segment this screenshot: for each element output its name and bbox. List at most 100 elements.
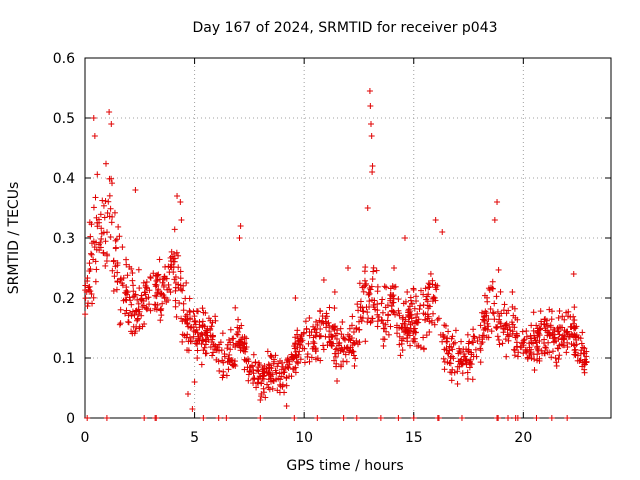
data-point [368, 283, 375, 290]
data-point [423, 332, 430, 339]
data-point [161, 294, 168, 301]
data-point [258, 393, 265, 400]
data-point [488, 328, 495, 335]
data-point [176, 300, 183, 307]
data-point [258, 380, 265, 387]
data-point [464, 369, 471, 376]
data-point [322, 318, 329, 325]
data-point [366, 88, 373, 94]
data-point [345, 331, 352, 338]
data-point [452, 339, 459, 346]
data-point [460, 358, 467, 365]
data-point [288, 373, 295, 380]
data-point [98, 235, 105, 242]
data-point [300, 329, 307, 336]
data-point [157, 306, 164, 313]
data-point [86, 267, 93, 274]
data-point [484, 320, 491, 327]
data-point [414, 310, 421, 317]
data-point [568, 323, 575, 330]
data-point [125, 318, 132, 325]
data-point [364, 318, 371, 325]
data-point [180, 307, 187, 314]
data-point [353, 324, 360, 331]
data-point [509, 289, 516, 295]
data-point [356, 339, 363, 346]
data-point [106, 192, 113, 199]
data-point [104, 209, 111, 216]
data-point [129, 308, 136, 315]
data-point [91, 244, 98, 251]
data-point [395, 415, 402, 421]
data-point [192, 317, 199, 324]
data-point [100, 249, 107, 256]
data-point [411, 320, 418, 327]
data-point [285, 358, 292, 365]
data-point [130, 288, 137, 295]
data-point [335, 340, 342, 347]
data-point [581, 356, 588, 363]
data-point [331, 289, 338, 295]
data-point [93, 239, 100, 246]
data-point [363, 280, 370, 287]
data-point [116, 321, 123, 328]
data-point [534, 346, 541, 353]
data-point [340, 415, 347, 421]
data-point [135, 306, 142, 313]
data-point [147, 307, 154, 314]
data-point [326, 339, 333, 346]
data-point [383, 284, 390, 291]
data-point [88, 221, 95, 228]
data-point [331, 326, 338, 333]
data-point [441, 322, 448, 329]
data-point [153, 293, 160, 300]
data-point [119, 244, 126, 251]
data-point [440, 355, 447, 362]
data-point [223, 415, 230, 421]
data-point [435, 415, 442, 421]
data-point [431, 294, 438, 301]
x-tick-label: 10 [295, 430, 313, 446]
data-point [346, 325, 353, 332]
data-point [291, 345, 298, 352]
data-point [241, 366, 248, 373]
data-point [520, 339, 527, 346]
data-point [132, 307, 139, 314]
data-point [255, 380, 262, 387]
data-point [310, 338, 317, 345]
data-point [523, 349, 530, 356]
data-point [411, 305, 418, 312]
data-point [420, 302, 427, 309]
data-point [571, 304, 578, 311]
data-point [145, 294, 152, 301]
data-point [432, 217, 439, 223]
data-point [510, 346, 517, 353]
data-point [308, 354, 315, 361]
data-point [444, 359, 451, 366]
data-point [265, 384, 272, 391]
data-points [82, 88, 590, 421]
data-point [140, 302, 147, 309]
data-point [447, 360, 454, 367]
data-point [208, 339, 215, 346]
data-point [320, 346, 327, 353]
data-point [339, 319, 346, 326]
data-point [187, 338, 194, 345]
data-point [178, 315, 185, 322]
data-point [283, 374, 290, 381]
data-point [430, 295, 437, 302]
data-point [360, 288, 367, 295]
data-point [129, 277, 136, 284]
data-point [393, 322, 400, 329]
data-point [477, 359, 484, 366]
data-point [314, 321, 321, 328]
data-point [544, 323, 551, 330]
data-point [305, 340, 312, 347]
data-point [268, 373, 275, 380]
data-point [172, 303, 179, 310]
data-point [252, 359, 259, 366]
data-point [494, 199, 501, 205]
data-point [420, 291, 427, 298]
y-axis-label: SRMTID / TECUs [6, 182, 22, 295]
data-point [542, 344, 549, 351]
